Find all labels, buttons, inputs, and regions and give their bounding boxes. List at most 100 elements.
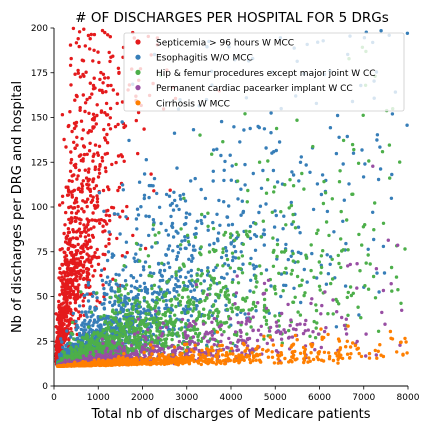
data-point — [291, 184, 296, 188]
data-point — [122, 345, 127, 349]
data-point — [124, 283, 129, 287]
data-point — [322, 350, 327, 354]
data-point — [112, 302, 117, 306]
data-point — [103, 320, 107, 324]
data-point — [282, 328, 286, 332]
data-point — [251, 315, 255, 319]
data-point — [194, 331, 198, 336]
data-point — [245, 337, 250, 341]
data-point — [99, 110, 104, 114]
data-point — [77, 44, 81, 49]
data-point — [62, 297, 66, 301]
data-point — [211, 220, 215, 225]
data-point — [265, 341, 269, 346]
data-point — [82, 249, 86, 254]
data-point — [199, 268, 204, 273]
data-point — [192, 232, 197, 236]
data-point — [100, 155, 104, 160]
data-point — [81, 299, 85, 303]
data-point — [174, 257, 179, 262]
data-point — [172, 131, 177, 135]
data-point — [180, 239, 184, 243]
data-point — [210, 320, 214, 324]
data-point — [120, 154, 125, 159]
data-point — [158, 270, 162, 275]
data-point — [91, 59, 95, 63]
data-point — [81, 343, 85, 347]
data-point — [363, 284, 367, 288]
data-point — [122, 317, 126, 321]
data-point — [67, 179, 72, 183]
data-point — [175, 166, 179, 170]
data-point — [138, 259, 142, 263]
data-point — [304, 318, 308, 323]
data-point — [249, 256, 253, 261]
data-point — [151, 346, 155, 350]
data-point — [235, 274, 239, 278]
data-point — [256, 301, 260, 305]
data-point — [100, 268, 104, 272]
data-point — [178, 247, 183, 251]
data-point — [129, 274, 133, 278]
data-point — [275, 238, 280, 242]
data-point — [163, 294, 168, 298]
data-point — [89, 355, 94, 359]
data-point — [66, 263, 71, 267]
data-point — [339, 265, 343, 270]
data-point — [296, 260, 300, 264]
data-point — [252, 300, 256, 305]
data-point — [311, 144, 315, 149]
data-point — [274, 126, 279, 131]
data-point — [378, 167, 383, 171]
data-point — [60, 340, 64, 344]
data-point — [342, 323, 347, 328]
data-point — [67, 238, 72, 242]
data-point — [86, 283, 91, 287]
data-point — [83, 101, 88, 105]
data-point — [67, 305, 71, 309]
data-point — [167, 290, 172, 295]
data-point — [343, 284, 348, 288]
data-point — [83, 260, 87, 264]
data-point — [322, 179, 326, 184]
data-point — [212, 276, 217, 281]
data-point — [206, 340, 211, 344]
data-point — [248, 229, 252, 234]
data-point — [270, 210, 274, 214]
data-point — [215, 330, 220, 334]
data-point — [316, 228, 320, 232]
data-point — [71, 236, 75, 240]
data-point — [207, 250, 212, 254]
data-point — [168, 310, 173, 315]
data-point — [314, 326, 318, 330]
data-point — [302, 293, 306, 298]
data-point — [134, 350, 139, 354]
data-point — [168, 203, 173, 207]
data-point — [315, 182, 320, 186]
data-point — [233, 302, 237, 306]
data-point — [72, 140, 76, 144]
data-point — [341, 162, 345, 166]
data-point — [199, 339, 204, 344]
data-point — [147, 195, 151, 200]
data-point — [230, 310, 235, 314]
data-point — [114, 311, 118, 315]
data-point — [298, 322, 302, 326]
data-point — [325, 209, 330, 214]
data-point — [248, 319, 252, 324]
data-point — [117, 303, 121, 308]
data-point — [129, 284, 134, 288]
data-point — [68, 295, 73, 300]
data-point — [137, 322, 142, 327]
data-point — [262, 291, 267, 296]
data-point — [68, 346, 73, 350]
data-point — [242, 358, 246, 362]
data-point — [217, 281, 222, 285]
data-point — [183, 333, 188, 337]
data-point — [227, 300, 231, 304]
data-point — [248, 236, 253, 241]
data-point — [159, 221, 163, 226]
data-point — [108, 106, 113, 111]
data-point — [82, 27, 86, 31]
